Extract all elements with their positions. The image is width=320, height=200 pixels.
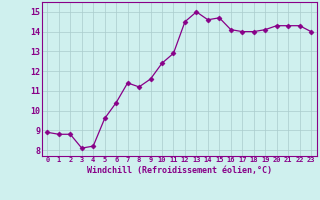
X-axis label: Windchill (Refroidissement éolien,°C): Windchill (Refroidissement éolien,°C) <box>87 166 272 175</box>
